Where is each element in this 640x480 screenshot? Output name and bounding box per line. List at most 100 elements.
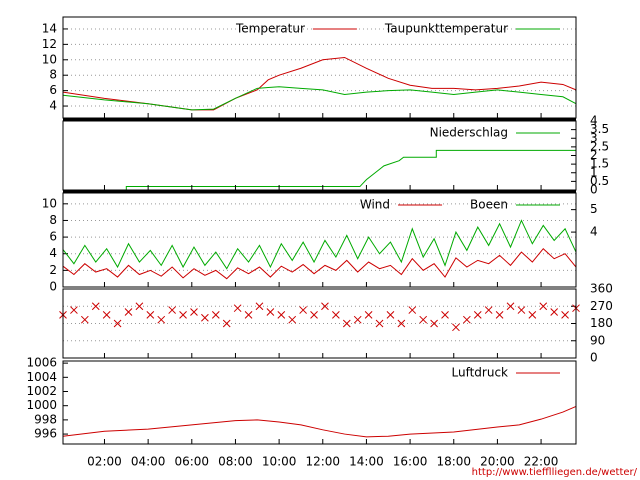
y-tick-label: 180 bbox=[590, 316, 613, 330]
scatter-point bbox=[244, 311, 253, 319]
x-tick-label: 12:00 bbox=[305, 455, 340, 469]
scatter-point bbox=[375, 319, 384, 328]
x-tick-label: 16:00 bbox=[393, 455, 428, 469]
y-tick-label: 4 bbox=[590, 114, 598, 128]
scatter-point bbox=[70, 306, 78, 314]
scatter-point bbox=[288, 315, 297, 324]
legend-label: Wind bbox=[360, 198, 390, 212]
x-tick-label: 18:00 bbox=[436, 455, 471, 469]
y-tick-label: 10 bbox=[42, 52, 57, 66]
y-tick-label: 1000 bbox=[26, 398, 57, 412]
y-tick-label: 4 bbox=[49, 99, 57, 113]
y-tick-label: 12 bbox=[42, 37, 57, 51]
x-tick-label: 22:00 bbox=[524, 455, 559, 469]
scatter-point bbox=[332, 311, 340, 319]
scatter-point bbox=[397, 319, 406, 328]
scatter-point bbox=[201, 313, 209, 322]
plot-frame bbox=[62, 360, 577, 445]
scatter-point bbox=[146, 311, 155, 319]
y-tick-label: 4 bbox=[49, 246, 57, 260]
scatter-point bbox=[179, 311, 187, 319]
y-tick-label: 1 bbox=[590, 165, 598, 179]
legend-label: Niederschlag bbox=[430, 126, 508, 140]
y-tick-label: 270 bbox=[590, 299, 613, 313]
scatter-point bbox=[113, 319, 122, 328]
scatter-point bbox=[550, 308, 559, 316]
scatter-point bbox=[91, 302, 100, 311]
series-line bbox=[62, 219, 577, 270]
scatter-point bbox=[342, 319, 351, 328]
y2-tick-label: 4 bbox=[590, 225, 598, 239]
legend-label: Luftdruck bbox=[451, 366, 508, 380]
scatter-point bbox=[495, 311, 504, 319]
scatter-point bbox=[222, 319, 231, 328]
legend-label: Taupunkttemperatur bbox=[384, 22, 508, 36]
scatter-point bbox=[452, 323, 460, 332]
y-tick-label: 360 bbox=[590, 282, 613, 296]
plot-frame bbox=[62, 288, 577, 359]
scatter-point bbox=[473, 311, 482, 319]
y-tick-label: 6 bbox=[49, 83, 57, 97]
scatter-point bbox=[266, 308, 275, 316]
y-tick-label: 1004 bbox=[26, 370, 57, 384]
series-line bbox=[62, 405, 577, 438]
y-tick-label: 0 bbox=[590, 351, 598, 365]
y-tick-label: 998 bbox=[34, 412, 57, 426]
y-tick-label: 996 bbox=[34, 427, 57, 441]
scatter-point bbox=[517, 306, 526, 314]
x-tick-label: 20:00 bbox=[480, 455, 515, 469]
y-tick-label: 0 bbox=[49, 280, 57, 294]
scatter-point bbox=[310, 311, 318, 319]
plot-frame bbox=[62, 16, 577, 119]
scatter-point bbox=[419, 315, 428, 324]
y-tick-label: 10 bbox=[42, 196, 57, 210]
y-tick-label: 2.5 bbox=[590, 139, 609, 153]
scatter-point bbox=[80, 315, 89, 324]
y-tick-label: 1002 bbox=[26, 384, 57, 398]
scatter-point bbox=[353, 315, 362, 324]
scatter-point bbox=[135, 302, 144, 311]
y-tick-label: 90 bbox=[590, 333, 605, 347]
scatter-point bbox=[462, 315, 471, 324]
y2-tick-label: 5 bbox=[590, 202, 598, 216]
x-tick-label: 10:00 bbox=[262, 455, 297, 469]
x-tick-label: 14:00 bbox=[349, 455, 384, 469]
scatter-point bbox=[539, 302, 548, 311]
y-tick-label: 2 bbox=[49, 263, 57, 277]
scatter-point bbox=[528, 311, 537, 319]
scatter-point bbox=[430, 319, 438, 328]
scatter-point bbox=[190, 308, 198, 316]
scatter-point bbox=[321, 302, 329, 311]
scatter-point bbox=[233, 304, 242, 313]
y-tick-label: 3.5 bbox=[590, 122, 609, 136]
y-tick-label: 1.5 bbox=[590, 157, 609, 171]
scatter-point bbox=[561, 311, 569, 319]
x-tick-label: 06:00 bbox=[174, 455, 209, 469]
y-tick-label: 8 bbox=[49, 68, 57, 82]
series-line bbox=[63, 149, 576, 191]
scatter-point bbox=[157, 315, 166, 324]
y-tick-label: 0 bbox=[590, 183, 598, 197]
scatter-point bbox=[255, 302, 264, 311]
x-tick-label: 02:00 bbox=[87, 455, 122, 469]
scatter-point bbox=[364, 311, 373, 319]
legend-label: Boeen bbox=[470, 198, 508, 212]
scatter-point bbox=[408, 306, 417, 314]
y-tick-label: 6 bbox=[49, 230, 57, 244]
series-line bbox=[62, 56, 577, 111]
series-line bbox=[62, 248, 577, 280]
series-line bbox=[62, 86, 577, 111]
scatter-point bbox=[506, 302, 515, 311]
scatter-point bbox=[277, 311, 286, 319]
x-tick-label: 04:00 bbox=[131, 455, 166, 469]
y-tick-label: 14 bbox=[42, 21, 57, 35]
scatter-point bbox=[441, 311, 449, 319]
scatter-point bbox=[102, 311, 111, 319]
scatter-point bbox=[386, 311, 395, 319]
scatter-point bbox=[168, 306, 177, 314]
y-tick-label: 3 bbox=[590, 131, 598, 145]
x-tick-label: 08:00 bbox=[218, 455, 253, 469]
scatter-point bbox=[124, 308, 133, 316]
